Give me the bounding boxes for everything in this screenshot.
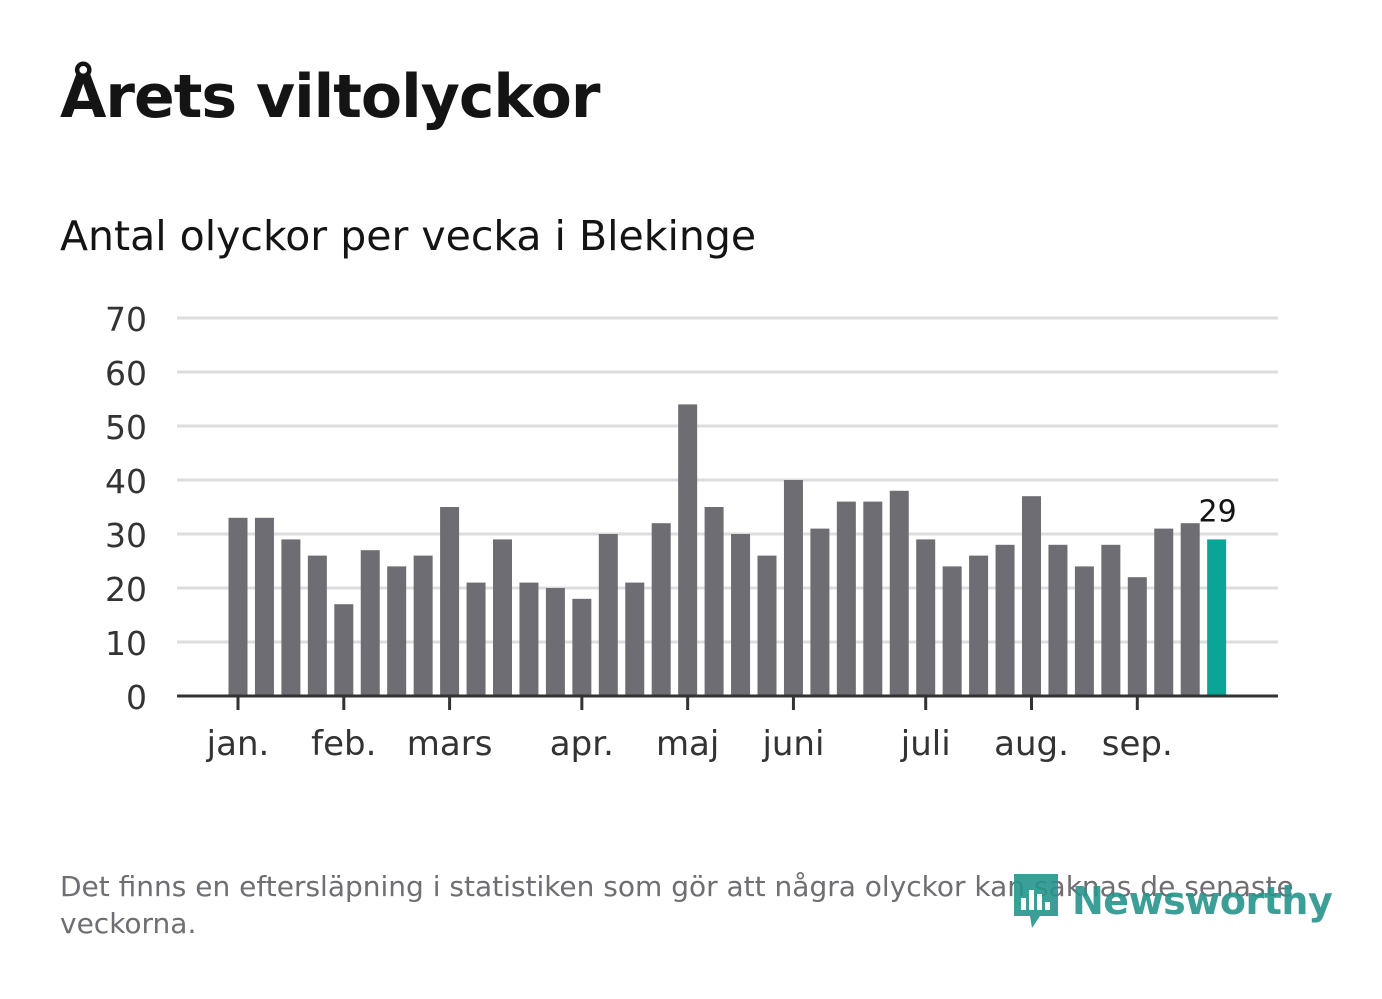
bar[interactable]	[387, 566, 407, 696]
y-tick-label: 70	[105, 300, 147, 339]
bar[interactable]	[995, 544, 1015, 696]
bar[interactable]	[757, 555, 777, 696]
newsworthy-logo-icon	[1014, 874, 1058, 928]
bar[interactable]	[625, 582, 645, 696]
x-tick-label: feb.	[311, 724, 376, 764]
bar[interactable]	[360, 550, 380, 696]
bar[interactable]	[704, 507, 724, 696]
x-tick-label: aug.	[994, 724, 1069, 764]
bar[interactable]	[1101, 544, 1121, 696]
x-tick-label: juni	[761, 724, 824, 764]
bar[interactable]	[889, 490, 909, 696]
bar[interactable]	[281, 539, 301, 696]
bar[interactable]	[651, 523, 671, 696]
data-labels: 29	[1199, 494, 1237, 529]
chart-title: Årets viltolyckor	[60, 62, 600, 132]
x-axis	[177, 694, 1278, 710]
bar[interactable]	[307, 555, 327, 696]
bar[interactable]	[836, 501, 856, 696]
bar[interactable]	[519, 582, 539, 696]
bar[interactable]	[440, 507, 460, 696]
bar[interactable]	[254, 517, 274, 696]
bar[interactable]	[545, 588, 565, 696]
x-tick-label: juli	[900, 724, 951, 764]
y-tick-label: 20	[105, 570, 147, 609]
bar[interactable]	[1074, 566, 1094, 696]
y-axis-tick-labels: 0 10 20 30 40 50 60 70	[105, 300, 147, 717]
x-axis-tick-labels: jan. feb. mars apr. maj juni juli aug. sep.	[206, 724, 1173, 764]
bar[interactable]	[413, 555, 433, 696]
bar[interactable]	[969, 555, 989, 696]
bar[interactable]	[678, 404, 698, 696]
bars	[228, 404, 1227, 696]
y-tick-label: 10	[105, 624, 147, 663]
x-tick-label: jan.	[206, 724, 270, 764]
gridlines	[177, 316, 1278, 644]
y-tick-label: 30	[105, 516, 147, 555]
bar[interactable]	[228, 517, 248, 696]
bar[interactable]	[731, 534, 751, 696]
x-tick-label: sep.	[1102, 724, 1173, 764]
bar[interactable]	[1154, 528, 1174, 696]
newsworthy-logo[interactable]: Newsworthy	[1010, 872, 1333, 930]
footnote: Det finns en eftersläpning i statistiken…	[60, 870, 1294, 940]
bar-latest-week[interactable]	[1207, 539, 1227, 696]
x-tick-label: maj	[656, 724, 719, 764]
data-label-latest: 29	[1199, 494, 1237, 529]
y-tick-label: 50	[105, 408, 147, 447]
y-tick-label: 0	[126, 678, 147, 717]
y-tick-label: 60	[105, 354, 147, 393]
bar[interactable]	[598, 534, 618, 696]
bar[interactable]	[1180, 523, 1200, 696]
bar[interactable]	[1127, 577, 1147, 696]
bar[interactable]	[493, 539, 512, 696]
logo-wordmark: Newsworthy	[1072, 879, 1333, 923]
bar[interactable]	[783, 480, 803, 696]
bar[interactable]	[810, 528, 830, 696]
y-tick-label: 40	[105, 462, 147, 501]
bar[interactable]	[1022, 496, 1041, 696]
x-tick-label: mars	[407, 724, 493, 764]
x-tick-label: apr.	[550, 724, 614, 764]
chart-subtitle: Antal olyckor per vecka i Blekinge	[60, 212, 757, 260]
bar[interactable]	[1048, 544, 1068, 696]
bar[interactable]	[466, 582, 486, 696]
bar[interactable]	[942, 566, 962, 696]
bar[interactable]	[334, 604, 354, 696]
bar[interactable]	[916, 539, 936, 696]
bar[interactable]	[572, 598, 592, 696]
bar[interactable]	[863, 501, 883, 696]
